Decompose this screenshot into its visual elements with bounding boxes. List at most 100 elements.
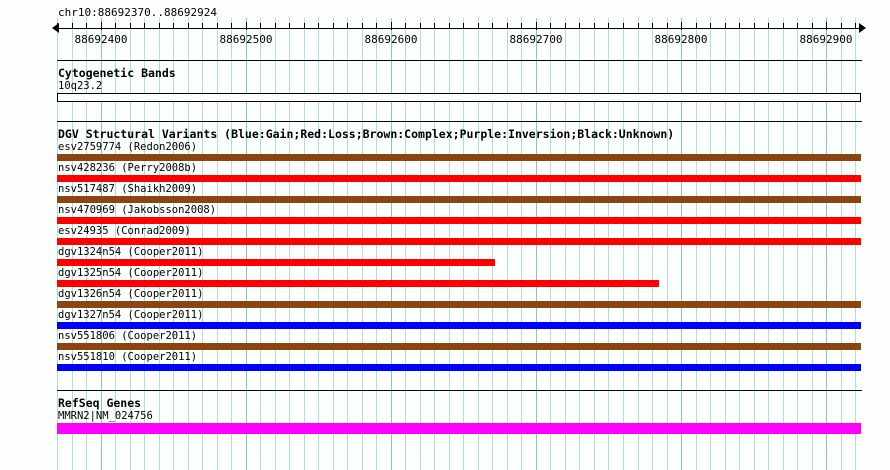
- variant-feature-bar[interactable]: [57, 238, 861, 245]
- ruler-tick-minor: [144, 23, 145, 29]
- ruler-tick-minor: [797, 23, 798, 29]
- ruler-tick-label: 88692700: [509, 33, 563, 46]
- ruler-tick-label: 88692900: [799, 33, 853, 46]
- ruler-tick-major: [826, 22, 827, 30]
- ruler-tick-minor: [550, 23, 551, 29]
- variant-track-label[interactable]: esv2759774 (Redon2006): [58, 141, 198, 153]
- variant-feature-bar[interactable]: [57, 364, 861, 371]
- ruler-tick-minor: [812, 23, 813, 29]
- ruler-tick-minor: [521, 23, 522, 29]
- ruler-tick-minor: [652, 23, 653, 29]
- ruler-tick-minor: [362, 23, 363, 29]
- gene-track-label[interactable]: MMRN2|NM_024756: [58, 410, 153, 422]
- ruler-tick-minor: [739, 23, 740, 29]
- variant-feature-bar[interactable]: [57, 343, 861, 350]
- ruler-tick-minor: [72, 23, 73, 29]
- ruler-tick-major: [101, 22, 102, 30]
- ruler-tick-minor: [376, 23, 377, 29]
- ruler-tick-minor: [579, 23, 580, 29]
- section-separator: [57, 121, 862, 122]
- variant-feature-bar[interactable]: [57, 154, 861, 161]
- ruler-tick-minor: [202, 23, 203, 29]
- ruler-tick-minor: [608, 23, 609, 29]
- section-separator: [57, 60, 862, 61]
- ruler-tick-minor: [304, 23, 305, 29]
- ruler-tick-minor: [275, 23, 276, 29]
- variant-track-label[interactable]: dgv1326n54 (Cooper2011): [58, 288, 204, 300]
- ruler-tick-minor: [855, 23, 856, 29]
- ruler-tick-minor: [159, 23, 160, 29]
- ruler-tick-minor: [405, 23, 406, 29]
- variant-track-label[interactable]: nsv470969 (Jakobsson2008): [58, 204, 217, 216]
- section-separator: [57, 390, 862, 391]
- ruler-tick-minor: [231, 23, 232, 29]
- ruler-tick-minor: [115, 23, 116, 29]
- ruler-tick-label: 88692500: [219, 33, 273, 46]
- ruler-tick-minor: [434, 23, 435, 29]
- ruler-tick-minor: [492, 23, 493, 29]
- ruler-tick-minor: [188, 23, 189, 29]
- cytoband-label[interactable]: 10q23.2: [58, 80, 103, 92]
- variant-feature-bar[interactable]: [57, 322, 861, 329]
- ruler-axis: [58, 28, 862, 29]
- ruler-tick-major: [246, 22, 247, 30]
- ruler-tick-minor: [130, 23, 131, 29]
- ruler-tick-minor: [449, 23, 450, 29]
- arrow-left-icon[interactable]: [52, 23, 59, 33]
- dgv-structural-variants-title: DGV Structural Variants (Blue:Gain;Red:L…: [58, 127, 675, 141]
- ruler-tick-minor: [696, 23, 697, 29]
- ruler-tick-minor: [86, 23, 87, 29]
- variant-feature-bar[interactable]: [57, 280, 659, 287]
- variant-track-label[interactable]: nsv428236 (Perry2008b): [58, 162, 198, 174]
- refseq-genes-title: RefSeq Genes: [58, 396, 142, 410]
- locus-label: chr10:88692370..88692924: [58, 6, 217, 19]
- variant-feature-bar[interactable]: [57, 301, 861, 308]
- ruler-tick-major: [536, 22, 537, 30]
- variant-feature-bar[interactable]: [57, 259, 495, 266]
- ruler-tick-minor: [478, 23, 479, 29]
- ruler-tick-minor: [57, 23, 58, 29]
- cytogenetic-bands-title: Cytogenetic Bands: [58, 66, 176, 80]
- ruler-tick-label: 88692600: [364, 33, 418, 46]
- ruler-tick-minor: [565, 23, 566, 29]
- ruler-tick-minor: [289, 23, 290, 29]
- left-margin: [0, 0, 57, 470]
- variant-track-label[interactable]: esv24935 (Conrad2009): [58, 225, 191, 237]
- ruler-tick-minor: [841, 23, 842, 29]
- ruler-tick-minor: [754, 23, 755, 29]
- ruler-tick-minor: [347, 23, 348, 29]
- ruler-tick-minor: [420, 23, 421, 29]
- ruler-tick-minor: [783, 23, 784, 29]
- ruler-tick-major: [391, 22, 392, 30]
- ruler-tick-minor: [768, 23, 769, 29]
- variant-feature-bar[interactable]: [57, 217, 861, 224]
- ruler-tick-label: 88692400: [74, 33, 128, 46]
- ruler-tick-minor: [638, 23, 639, 29]
- variant-track-label[interactable]: dgv1324n54 (Cooper2011): [58, 246, 204, 258]
- right-margin: [862, 0, 890, 470]
- ruler-tick-minor: [260, 23, 261, 29]
- ruler-tick-label: 88692800: [654, 33, 708, 46]
- cytoband-bar[interactable]: [57, 93, 861, 102]
- variant-track-label[interactable]: dgv1325n54 (Cooper2011): [58, 267, 204, 279]
- variant-track-label[interactable]: dgv1327n54 (Cooper2011): [58, 309, 204, 321]
- gene-feature-bar[interactable]: [57, 423, 861, 434]
- ruler-tick-minor: [667, 23, 668, 29]
- variant-feature-bar[interactable]: [57, 196, 861, 203]
- ruler-tick-major: [681, 22, 682, 30]
- ruler-tick-minor: [725, 23, 726, 29]
- ruler-tick-minor: [463, 23, 464, 29]
- variant-track-label[interactable]: nsv517487 (Shaikh2009): [58, 183, 198, 195]
- variant-feature-bar[interactable]: [57, 175, 861, 182]
- variant-track-label[interactable]: nsv551810 (Cooper2011): [58, 351, 198, 363]
- ruler-tick-minor: [623, 23, 624, 29]
- ruler-tick-minor: [333, 23, 334, 29]
- ruler-tick-minor: [507, 23, 508, 29]
- arrow-right-icon[interactable]: [859, 23, 866, 33]
- ruler-tick-minor: [318, 23, 319, 29]
- ruler-tick-minor: [173, 23, 174, 29]
- variant-track-label[interactable]: nsv551806 (Cooper2011): [58, 330, 198, 342]
- ruler-tick-minor: [710, 23, 711, 29]
- ruler-tick-minor: [217, 23, 218, 29]
